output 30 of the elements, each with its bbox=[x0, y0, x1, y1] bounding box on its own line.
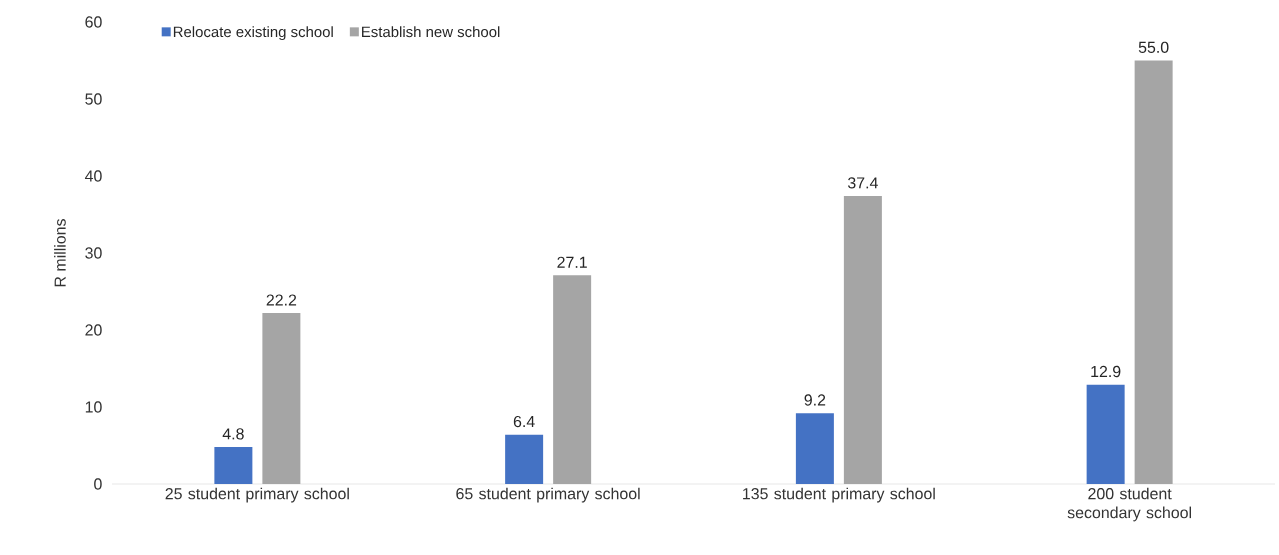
y-tick-label: 20 bbox=[85, 324, 102, 336]
data-label: 55.0 bbox=[1138, 41, 1169, 53]
data-label: 22.2 bbox=[266, 294, 297, 306]
bar bbox=[262, 313, 301, 484]
data-label: 9.2 bbox=[804, 394, 826, 406]
y-tick-label: 60 bbox=[85, 16, 102, 28]
bar bbox=[843, 196, 882, 484]
data-label: 12.9 bbox=[1091, 365, 1121, 378]
y-tick-label: 40 bbox=[84, 170, 102, 182]
data-label: 4.8 bbox=[222, 428, 244, 440]
data-label: 37.4 bbox=[847, 177, 878, 189]
legend-label: Relocate existing school bbox=[173, 26, 333, 41]
data-label: 6.4 bbox=[513, 415, 535, 428]
x-tick-label: 135 student primary school bbox=[743, 487, 935, 503]
y-tick-label: 10 bbox=[85, 401, 102, 413]
bar bbox=[214, 447, 253, 484]
y-axis-title: R millions bbox=[54, 219, 66, 287]
y-tick-label: 0 bbox=[94, 478, 102, 490]
bar bbox=[795, 413, 834, 484]
y-tick-label: 30 bbox=[85, 247, 102, 259]
x-tick-label: 25 student primary school bbox=[165, 487, 349, 503]
data-label: 27.1 bbox=[557, 256, 587, 268]
legend-label: Establish new school bbox=[362, 26, 500, 38]
x-tick-label: 200 student secondary school bbox=[1067, 487, 1192, 522]
bar bbox=[553, 275, 592, 484]
y-tick-label: 50 bbox=[85, 93, 102, 105]
bar bbox=[1086, 384, 1125, 484]
bar bbox=[505, 434, 544, 484]
bar bbox=[1134, 60, 1173, 484]
x-tick-label: 65 student primary school bbox=[456, 487, 640, 503]
